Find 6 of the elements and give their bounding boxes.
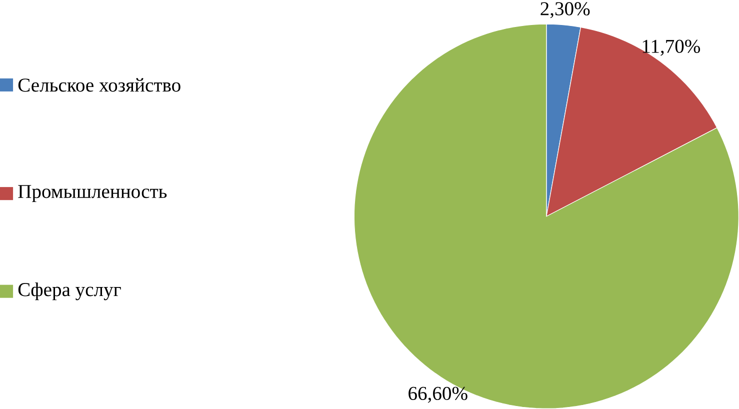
data-label: 66,60% xyxy=(408,386,468,403)
legend-label: Сфера услуг xyxy=(18,282,121,300)
legend-label: Промышленность xyxy=(18,185,167,202)
data-label: 11,70% xyxy=(642,40,700,56)
data-label: 2,30% xyxy=(540,2,590,18)
legend-label: Сельское хозяйство xyxy=(18,78,180,92)
